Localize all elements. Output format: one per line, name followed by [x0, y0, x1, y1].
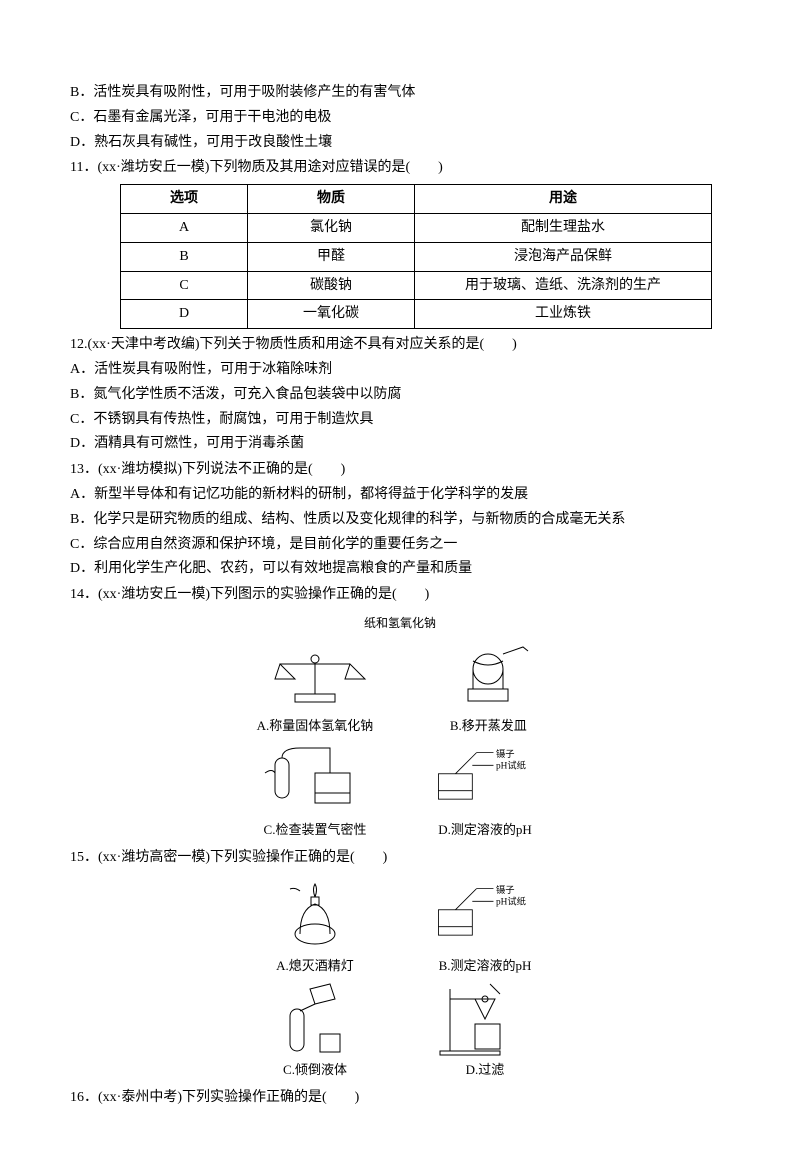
q11-r3c0: D	[121, 300, 248, 329]
q13-optB: B．化学只是研究物质的组成、结构、性质以及变化规律的科学，与新物质的合成毫无关系	[70, 508, 730, 532]
q14-cap-a: A.称量固体氢氧化钠	[257, 715, 374, 737]
q14-top-label: 纸和氢氧化钠	[70, 613, 730, 633]
alcohol-lamp-icon	[260, 875, 370, 953]
q13-optD: D．利用化学生产化肥、农药，可以有效地提高粮食的产量和质量	[70, 557, 730, 581]
pour-liquid-icon	[260, 979, 370, 1057]
q14-fig-d: 镊子 pH试纸 D.测定溶液的pH	[430, 739, 540, 841]
svg-text:镊子: 镊子	[496, 884, 515, 896]
q11-r2c1: 碳酸钠	[248, 271, 415, 300]
q14-figures: 纸和氢氧化钠 A.称量固体氢氧化钠	[70, 613, 730, 842]
evaporating-dish-icon	[433, 635, 543, 713]
q10-optB: B．活性炭具有吸附性，可用于吸附装修产生的有害气体	[70, 81, 730, 105]
q15-stem: 15．(xx·潍坊高密一模)下列实验操作正确的是( )	[70, 846, 730, 870]
q15-cap-a: A.熄灭酒精灯	[276, 955, 354, 977]
q11-table: 选项 物质 用途 A 氯化钠 配制生理盐水 B 甲醛 浸泡海产品保鲜 C 碳酸钠…	[120, 184, 712, 329]
q15-cap-d: D.过滤	[466, 1059, 505, 1081]
q12-optA: A．活性炭具有吸附性，可用于冰箱除味剂	[70, 358, 730, 382]
ph-test-icon: 镊子 pH试纸	[430, 739, 540, 817]
q15-fig-b: 镊子 pH试纸 B.测定溶液的pH	[430, 875, 540, 977]
q14-cap-c: C.检查装置气密性	[264, 819, 367, 841]
q12-optB: B．氮气化学性质不活泼，可充入食品包装袋中以防腐	[70, 383, 730, 407]
q11-r3c1: 一氧化碳	[248, 300, 415, 329]
q11-r1c2: 浸泡海产品保鲜	[415, 242, 712, 271]
q11-r1c1: 甲醛	[248, 242, 415, 271]
q11-th-2: 用途	[415, 185, 712, 214]
balance-icon	[260, 635, 370, 713]
filter-icon	[430, 979, 540, 1057]
q10-optD: D．熟石灰具有碱性，可用于改良酸性土壤	[70, 131, 730, 155]
q12-optC: C．不锈钢具有传热性，耐腐蚀，可用于制造炊具	[70, 408, 730, 432]
q14-cap-b: B.移开蒸发皿	[450, 715, 527, 737]
q15-cap-c: C.倾倒液体	[283, 1059, 347, 1081]
q11-stem: 11．(xx·潍坊安丘一模)下列物质及其用途对应错误的是( )	[70, 156, 730, 180]
q14-stem: 14．(xx·潍坊安丘一模)下列图示的实验操作正确的是( )	[70, 583, 730, 607]
q14-fig-a: A.称量固体氢氧化钠	[257, 635, 374, 737]
ph-test-icon: 镊子 pH试纸	[430, 875, 540, 953]
q15-fig-c: C.倾倒液体	[260, 979, 370, 1081]
svg-text:pH试纸: pH试纸	[496, 760, 526, 772]
q14-fig-b: B.移开蒸发皿	[433, 635, 543, 737]
q11-r1c0: B	[121, 242, 248, 271]
q12-optD: D．酒精具有可燃性，可用于消毒杀菌	[70, 432, 730, 456]
q15-cap-b: B.测定溶液的pH	[439, 955, 532, 977]
q12-stem: 12.(xx·天津中考改编)下列关于物质性质和用途不具有对应关系的是( )	[70, 333, 730, 357]
q14-fig-c: C.检查装置气密性	[260, 739, 370, 841]
q11-r0c0: A	[121, 213, 248, 242]
svg-text:镊子: 镊子	[496, 748, 515, 760]
q11-r2c0: C	[121, 271, 248, 300]
q11-r0c1: 氯化钠	[248, 213, 415, 242]
q10-optC: C．石墨有金属光泽，可用于干电池的电极	[70, 106, 730, 130]
q11-th-1: 物质	[248, 185, 415, 214]
q16-stem: 16．(xx·泰州中考)下列实验操作正确的是( )	[70, 1086, 730, 1110]
q13-stem: 13．(xx·潍坊模拟)下列说法不正确的是( )	[70, 458, 730, 482]
q13-optC: C．综合应用自然资源和保护环境，是目前化学的重要任务之一	[70, 533, 730, 557]
q11-r0c2: 配制生理盐水	[415, 213, 712, 242]
q14-cap-d: D.测定溶液的pH	[438, 819, 532, 841]
q15-fig-d: D.过滤	[430, 979, 540, 1081]
q15-figures: A.熄灭酒精灯 镊子 pH试纸 B.测定溶液的pH	[70, 875, 730, 1081]
q11-r2c2: 用于玻璃、造纸、洗涤剂的生产	[415, 271, 712, 300]
q11-r3c2: 工业炼铁	[415, 300, 712, 329]
q11-th-0: 选项	[121, 185, 248, 214]
q13-optA: A．新型半导体和有记忆功能的新材料的研制，都将得益于化学科学的发展	[70, 483, 730, 507]
q15-fig-a: A.熄灭酒精灯	[260, 875, 370, 977]
svg-text:pH试纸: pH试纸	[496, 896, 526, 908]
airtight-check-icon	[260, 739, 370, 817]
